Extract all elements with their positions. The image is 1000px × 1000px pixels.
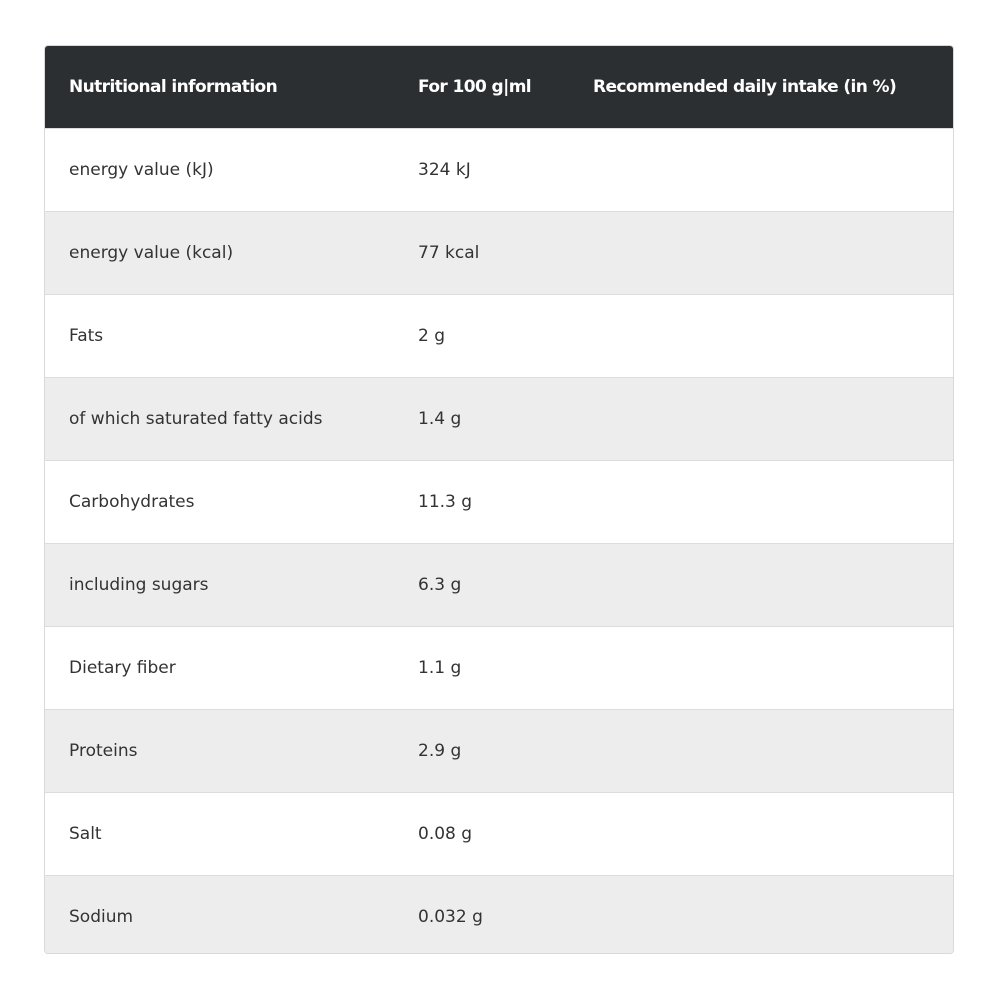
nutrient-name: Fats	[69, 325, 104, 346]
nutrient-name: energy value (kcal)	[69, 242, 234, 263]
nutrient-name: Salt	[69, 823, 102, 844]
nutrient-name: Proteins	[69, 740, 138, 761]
nutrient-rdi	[570, 128, 953, 211]
nutrition-table: Nutritional information For 100 g|ml Rec…	[45, 46, 953, 953]
nutrient-amount: 324 kJ	[418, 159, 471, 180]
table-header: Nutritional information For 100 g|ml Rec…	[45, 46, 953, 128]
nutrient-amount: 1.4 g	[418, 408, 462, 429]
table-row: Sodium 0.032 g	[45, 875, 953, 953]
header-recommended-daily-intake: Recommended daily intake (in %)	[593, 76, 897, 97]
nutrient-rdi	[570, 626, 953, 709]
table-row: including sugars 6.3 g	[45, 543, 953, 626]
table-row: of which saturated fatty acids 1.4 g	[45, 377, 953, 460]
nutrient-rdi	[570, 792, 953, 875]
nutrient-name: of which saturated fatty acids	[69, 408, 323, 429]
nutrient-amount: 2.9 g	[418, 740, 462, 761]
nutrient-rdi	[570, 875, 953, 953]
nutrient-name: Dietary fiber	[69, 657, 176, 678]
table-row: Fats 2 g	[45, 294, 953, 377]
nutrient-rdi	[570, 460, 953, 543]
table-row: Proteins 2.9 g	[45, 709, 953, 792]
nutrient-rdi	[570, 377, 953, 460]
nutrient-name: energy value (kJ)	[69, 159, 214, 180]
table-row: energy value (kJ) 324 kJ	[45, 128, 953, 211]
nutrient-amount: 0.032 g	[418, 906, 483, 927]
nutrient-name: Sodium	[69, 906, 134, 927]
header-row: Nutritional information For 100 g|ml Rec…	[45, 46, 953, 128]
header-nutritional-information: Nutritional information	[69, 76, 278, 97]
nutrient-name: including sugars	[69, 574, 209, 595]
nutrient-rdi	[570, 294, 953, 377]
table-row: Dietary fiber 1.1 g	[45, 626, 953, 709]
nutrient-amount: 0.08 g	[418, 823, 473, 844]
nutrient-name: Carbohydrates	[69, 491, 195, 512]
nutrient-rdi	[570, 211, 953, 294]
header-per-100: For 100 g|ml	[418, 76, 532, 97]
nutrient-amount: 6.3 g	[418, 574, 462, 595]
nutrient-amount: 2 g	[418, 325, 446, 346]
table-body: energy value (kJ) 324 kJ energy value (k…	[45, 128, 953, 953]
nutrient-amount: 77 kcal	[418, 242, 480, 263]
nutrient-amount: 11.3 g	[418, 491, 473, 512]
table-row: Carbohydrates 11.3 g	[45, 460, 953, 543]
nutrient-amount: 1.1 g	[418, 657, 462, 678]
nutrition-table-container: Nutritional information For 100 g|ml Rec…	[44, 45, 954, 954]
nutrient-rdi	[570, 709, 953, 792]
table-row: Salt 0.08 g	[45, 792, 953, 875]
nutrient-rdi	[570, 543, 953, 626]
table-row: energy value (kcal) 77 kcal	[45, 211, 953, 294]
